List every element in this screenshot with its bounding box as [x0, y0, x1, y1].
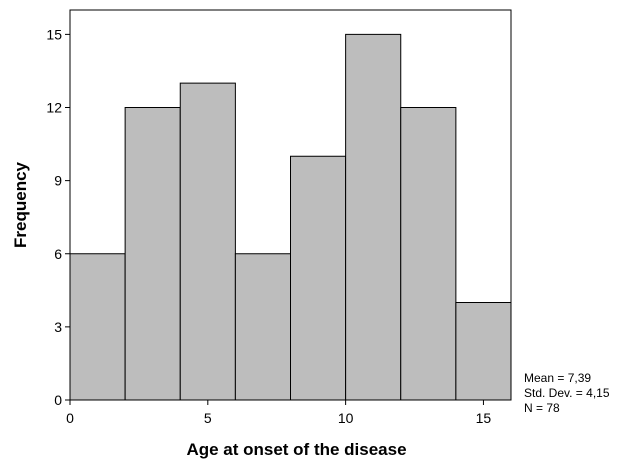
x-tick-label: 15 [476, 410, 492, 426]
y-tick-label: 12 [46, 100, 62, 116]
bars-group [69, 33, 512, 401]
x-axis-title: Age at onset of the disease [186, 440, 406, 459]
y-axis-title: Frequency [11, 161, 30, 248]
histogram-bar-6 [400, 107, 457, 401]
x-tick-label: 10 [338, 410, 354, 426]
y-tick-label: 15 [46, 26, 62, 42]
statistics-box: Mean = 7,39 Std. Dev. = 4,15 N = 78 [524, 371, 610, 416]
y-tick-label: 6 [54, 246, 62, 262]
n-stat: N = 78 [524, 401, 560, 415]
y-tick-label: 0 [54, 392, 62, 408]
histogram-bar-1 [124, 107, 181, 401]
histogram-bar-5 [345, 33, 402, 401]
histogram-bar-3 [234, 253, 291, 401]
y-axis-ticks: 0 3 6 9 12 15 [46, 26, 70, 408]
histogram-bar-7 [455, 302, 512, 401]
histogram-bar-0 [69, 253, 126, 401]
x-axis-ticks: 0 5 10 15 [66, 400, 491, 426]
histogram-bar-4 [290, 155, 347, 401]
std-dev-stat: Std. Dev. = 4,15 [524, 386, 610, 400]
x-tick-label: 5 [204, 410, 212, 426]
x-tick-label: 0 [66, 410, 74, 426]
y-tick-label: 3 [54, 319, 62, 335]
mean-stat: Mean = 7,39 [524, 371, 592, 385]
histogram-bar-2 [179, 82, 236, 401]
y-tick-label: 9 [54, 173, 62, 189]
plot-frame [69, 9, 512, 401]
